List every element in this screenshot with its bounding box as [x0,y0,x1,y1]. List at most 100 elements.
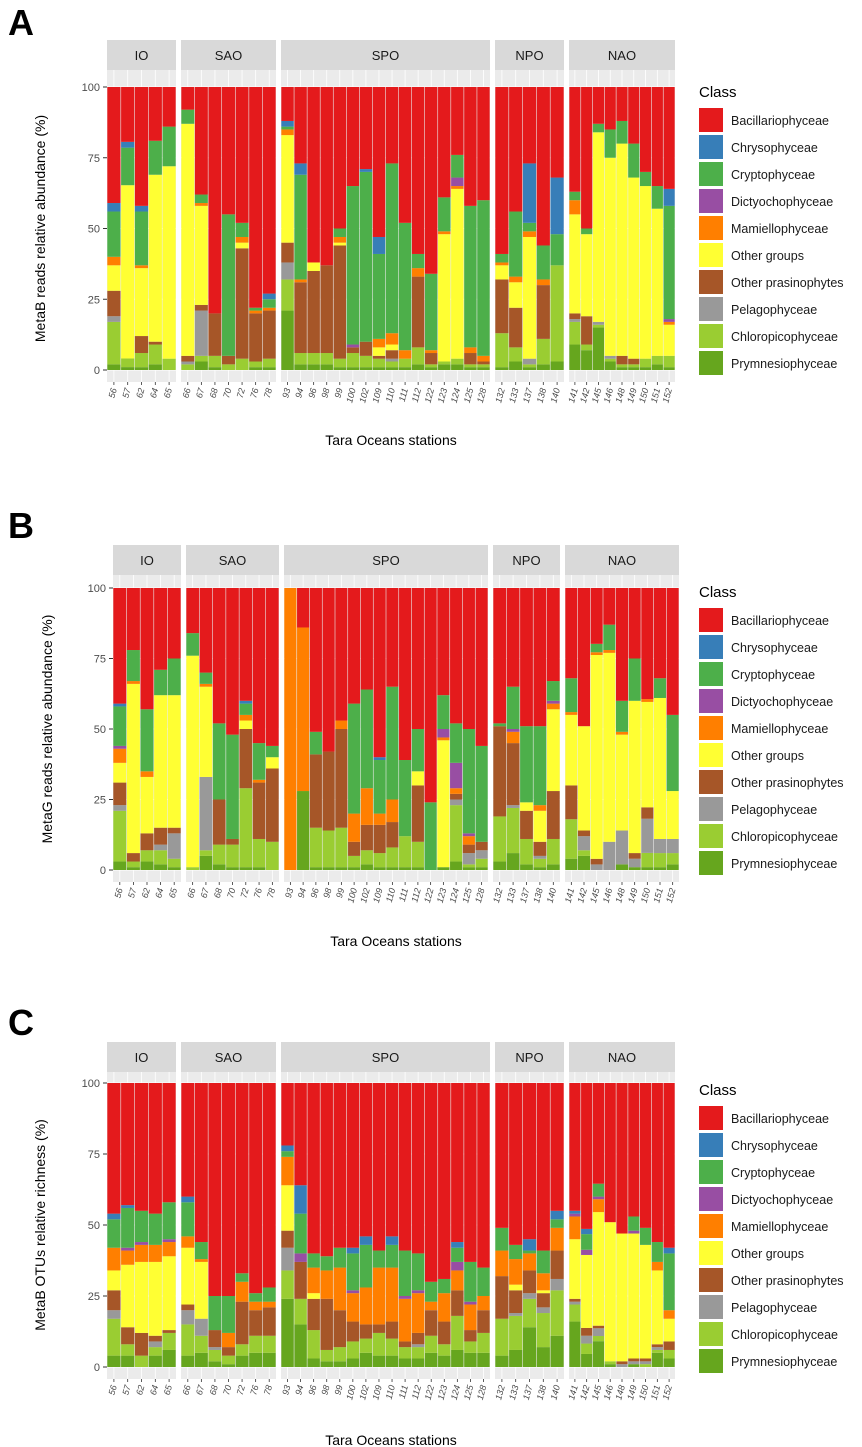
x-tick-label: 102 [358,887,372,904]
bar-segment-other-prasinophytes [509,307,523,348]
bar-segment-chrysophyceae [134,205,149,212]
bar-segment-prymnesiophyceae [495,367,509,370]
bar-segment-chrysophyceae [522,163,537,223]
bar-segment-bacillariophyceae [359,1083,373,1237]
bar-segment-other-groups [639,1244,652,1359]
y-axis-label: MetaB OTUs relative richness (%) [32,1119,48,1331]
bar-segment-chloropicophyceae [411,347,425,365]
x-tick-label: 98 [319,387,331,399]
bar-segment-chloropicophyceae [520,838,533,865]
bar-segment-other-prasinophytes [506,743,520,806]
bar-segment-other-prasinophytes [307,1298,320,1331]
bar-segment-chloropicophyceae [663,355,675,368]
panel-letter: A [8,2,34,43]
bar-segment-prymnesiophyceae [581,350,593,370]
bar-segment-chloropicophyceae [107,321,121,365]
legend-label: Chrysophyceae [731,1139,818,1153]
legend-label: Chloropicophyceae [731,1328,838,1342]
x-tick-label: 128 [475,387,489,404]
bar-segment-cryptophyceae [309,731,322,755]
x-tick-label: 132 [493,1384,507,1401]
bar-segment-chrysophyceae [569,1210,581,1214]
bar-segment-cryptophyceae [333,228,347,237]
bar-segment-cryptophyceae [522,222,537,232]
bar-segment-bacillariophyceae [411,1083,425,1254]
facet-label: SAO [219,553,246,568]
x-tick-label: 70 [221,1384,233,1396]
bar-segment-chloropicophyceae [385,1338,399,1356]
bar-segment-mamiellophyceae [281,129,294,136]
bar-segment-cryptophyceae [239,703,253,715]
bar-segment-prymnesiophyceae [451,1349,464,1367]
bar-segment-other-prasinophytes [385,350,399,359]
bar-segment-cryptophyceae [651,1242,663,1262]
bar-segment-pelagophyceae [107,1310,121,1319]
bar-segment-prymnesiophyceae [333,1361,347,1367]
bar-segment-chloropicophyceae [462,864,475,868]
bar-segment-prymnesiophyceae [565,858,578,870]
bar-segment-prymnesiophyceae [550,1335,564,1367]
bar-segment-dictyochophyceae [581,1249,593,1255]
bar-segment-chloropicophyceae [294,353,307,365]
legend-swatch [699,1349,723,1373]
bar-segment-prymnesiophyceae [281,1298,294,1367]
bar-segment-mamiellophyceae [262,1301,276,1308]
bar-segment-pelagophyceae [506,805,520,808]
bar-segment-other-groups [653,697,667,839]
bar-segment-other-groups [307,1293,320,1299]
bar-segment-chrysophyceae [281,1145,294,1152]
bar-segment-prymnesiophyceae [239,867,253,870]
panel-letter: C [8,1002,34,1043]
bar-segment-cryptophyceae [235,1273,249,1282]
legend-label: Mamiellophyceae [731,222,828,236]
bar-segment-bacillariophyceae [372,1083,386,1251]
bar-segment-pelagophyceae [167,833,181,859]
bar-segment-cryptophyceae [121,147,135,186]
y-tick-label: 0 [94,365,100,377]
y-axis-label: MetaB reads relative abundance (%) [32,115,48,342]
bar-segment-other-groups [281,1185,294,1231]
x-tick-label: 102 [357,1384,371,1401]
bar-segment-bacillariophyceae [181,1083,195,1197]
bar-segment-cryptophyceae [438,1278,451,1294]
bar-segment-other-prasinophytes [628,853,641,859]
bar-segment-prymnesiophyceae [615,864,629,870]
bar-segment-other-prasinophytes [651,1344,663,1348]
bar-segment-pelagophyceae [628,1361,640,1365]
x-tick-label: 123 [435,887,449,904]
bar-segment-bacillariophyceae [550,1083,564,1211]
bar-segment-cryptophyceae [506,686,520,729]
bar-segment-chloropicophyceae [495,1318,509,1356]
bar-segment-cryptophyceae [346,1253,360,1291]
x-tick-label: 110 [384,387,397,403]
bar-segment-pelagophyceae [462,853,475,865]
bar-segment-cryptophyceae [651,186,663,209]
bar-segment-bacillariophyceae [281,87,294,121]
bar-segment-bacillariophyceae [477,87,490,201]
bar-segment-cryptophyceae [475,745,488,842]
x-tick-label: 145 [590,1383,604,1401]
bar-segment-prymnesiophyceae [438,364,451,370]
bar-segment-cryptophyceae [438,197,451,232]
bar-segment-pelagophyceae [522,1293,537,1299]
bar-segment-chloropicophyceae [335,827,348,868]
bar-segment-chloropicophyceae [121,1344,135,1356]
bar-segment-chloropicophyceae [320,1349,333,1362]
facet-strip [181,40,276,70]
bar-segment-mamiellophyceae [249,310,263,314]
bar-segment-chloropicophyceae [653,853,667,868]
bar-segment-mamiellophyceae [603,650,616,653]
bar-segment-cryptophyceae [509,1244,523,1260]
x-tick-label: 151 [649,387,663,404]
bar-segment-bacillariophyceae [509,87,523,212]
bar-segment-other-groups [495,265,509,280]
facet-label: NAO [608,553,636,568]
bar-segment-other-groups [651,1270,663,1345]
x-axis-label: Tara Oceans stations [330,933,462,949]
bar-segment-bacillariophyceae [520,588,533,727]
x-tick-label: 150 [637,387,651,404]
legend-swatch [699,270,723,294]
x-tick-label: 150 [637,1384,651,1401]
bar-segment-prymnesiophyceae [262,367,276,370]
x-tick-label: 100 [344,387,358,404]
